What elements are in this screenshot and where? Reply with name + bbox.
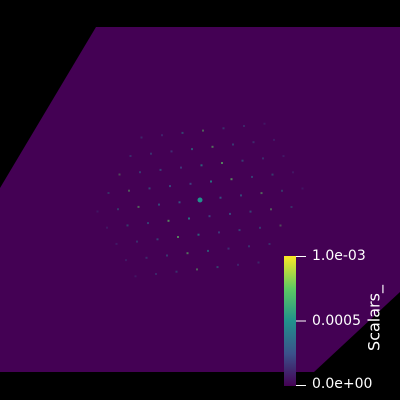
spot	[186, 252, 189, 255]
spot	[118, 173, 121, 176]
spot	[229, 212, 231, 215]
spot	[241, 159, 244, 162]
spot	[240, 194, 242, 197]
spot	[232, 143, 234, 146]
spot	[200, 164, 203, 167]
spot	[210, 180, 212, 183]
spot	[150, 152, 152, 155]
spot	[237, 263, 239, 266]
spot	[292, 171, 294, 174]
spot	[117, 208, 119, 211]
spot	[301, 187, 304, 190]
spot	[180, 166, 182, 169]
scalar-bar	[284, 256, 296, 386]
spot	[148, 187, 151, 190]
spot	[129, 155, 132, 157]
spot	[169, 185, 171, 188]
spot	[290, 206, 293, 208]
scalar-bar-title: Scalars_	[364, 285, 384, 351]
spot	[279, 224, 282, 227]
spot	[211, 145, 214, 148]
spot	[96, 210, 99, 213]
spot	[249, 210, 252, 213]
spot	[156, 238, 159, 241]
spot	[216, 266, 219, 269]
spot	[270, 208, 272, 211]
spot	[243, 125, 245, 127]
spot	[262, 157, 264, 160]
spot	[273, 138, 275, 141]
spot	[134, 275, 137, 278]
spot	[248, 245, 250, 248]
spot	[197, 233, 200, 236]
spot	[158, 203, 160, 206]
spot	[189, 182, 192, 185]
spot	[252, 141, 255, 144]
spot	[125, 259, 127, 262]
spot	[175, 270, 178, 273]
spot	[251, 175, 253, 178]
diffraction-spots	[96, 122, 304, 278]
spot	[140, 136, 143, 139]
spot	[263, 122, 266, 125]
spot	[221, 162, 223, 164]
spot	[155, 273, 157, 275]
spot	[147, 222, 149, 225]
scalar-bar-tick-label-mid: 0.0005	[312, 313, 361, 329]
spot	[136, 240, 138, 243]
spot	[128, 189, 130, 192]
spot	[191, 148, 193, 151]
spot	[181, 131, 184, 134]
spot	[230, 178, 233, 181]
spot	[218, 231, 220, 234]
spot	[207, 249, 209, 252]
spot	[106, 226, 108, 229]
spot	[260, 192, 263, 195]
spot	[177, 236, 179, 238]
spot	[281, 189, 283, 192]
spot	[257, 261, 260, 264]
spot	[166, 254, 168, 257]
spot	[115, 242, 118, 245]
spot	[208, 215, 211, 218]
spot	[282, 155, 285, 158]
spot	[170, 150, 173, 153]
spot	[227, 247, 230, 250]
spot	[188, 217, 190, 220]
spot	[259, 226, 261, 229]
scalar-bar-tick-label-max: 1.0e-03	[312, 248, 366, 264]
scalar-bar-tick-label-min: 0.0e+00	[312, 376, 373, 392]
spot	[178, 201, 181, 204]
center-spot	[197, 197, 203, 203]
spot	[137, 205, 140, 208]
spot	[196, 268, 198, 271]
spot	[268, 243, 271, 245]
spot	[167, 219, 170, 222]
spot	[139, 171, 141, 174]
spot	[159, 168, 162, 171]
spot	[271, 173, 274, 176]
spot	[219, 196, 222, 199]
spot	[126, 224, 129, 227]
spot	[161, 134, 163, 137]
spot	[107, 192, 110, 194]
spot	[222, 127, 225, 130]
spot	[202, 129, 204, 132]
spot	[238, 229, 241, 232]
spot	[145, 256, 148, 259]
